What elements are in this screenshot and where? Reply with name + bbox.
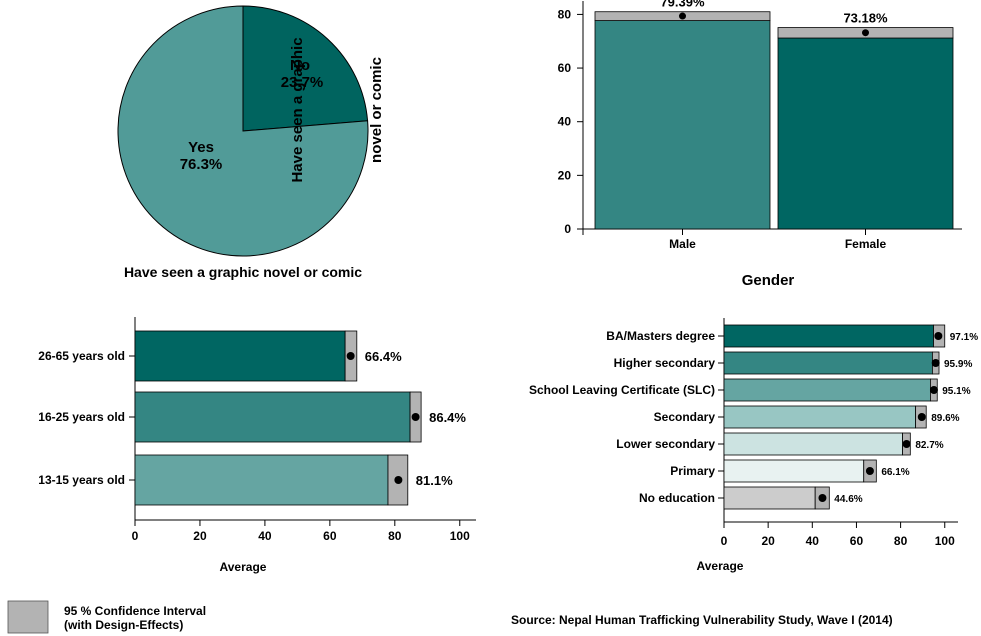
age-value-label: 81.1% <box>416 473 453 488</box>
education-value-label: 66.1% <box>881 467 909 478</box>
gender-y-tick-label: 20 <box>558 168 572 182</box>
gender-y-tick-label: 80 <box>558 7 572 21</box>
gender-value-label: 73.18% <box>843 11 888 26</box>
education-bar <box>723 324 934 348</box>
age-category-label: 26-65 years old <box>38 349 125 363</box>
education-bar <box>723 378 931 402</box>
gender-bar <box>777 37 954 230</box>
education-x-tick-label: 0 <box>721 534 728 548</box>
source-note: Source: Nepal Human Trafficking Vulnerab… <box>511 613 893 627</box>
education-x-tick-label: 80 <box>894 534 908 548</box>
education-value-label: 95.1% <box>942 386 970 397</box>
education-category-label: BA/Masters degree <box>606 329 715 343</box>
pie-xlabel: Have seen a graphic novel or comic <box>124 264 362 280</box>
education-category-label: No education <box>639 491 715 505</box>
age-bar <box>134 330 346 382</box>
education-x-tick-label: 60 <box>850 534 864 548</box>
education-point <box>934 332 943 340</box>
education-value-label: 95.9% <box>944 359 972 370</box>
ci-legend-line1: 95 % Confidence Interval <box>64 604 206 618</box>
education-value-label: 89.6% <box>931 413 959 424</box>
gender-point <box>862 29 869 37</box>
age-point <box>394 476 403 484</box>
education-point <box>929 386 938 394</box>
age-x-tick-label: 40 <box>258 529 272 543</box>
age-value-label: 66.4% <box>365 349 402 364</box>
gender-y-tick-label: 60 <box>558 61 572 75</box>
pie-label-yes: Yes <box>188 139 214 156</box>
age-bar <box>134 454 389 506</box>
age-x-tick-label: 0 <box>132 529 139 543</box>
pie-label-no: No <box>290 57 310 74</box>
age-point <box>346 352 355 360</box>
age-x-tick-label: 100 <box>450 529 470 543</box>
education-category-label: Primary <box>670 464 715 478</box>
education-x-tick-label: 100 <box>935 534 955 548</box>
education-point <box>917 413 926 421</box>
gender-y-tick-label: 40 <box>558 115 572 129</box>
education-point <box>902 440 911 448</box>
education-point <box>865 467 874 475</box>
pie-value-yes: 76.3% <box>180 156 223 173</box>
education-category-label: Higher secondary <box>614 356 716 370</box>
education-bar-chart: 0 20 40 60 80 100 97.1% BA/Masters degree 95.9% H… <box>529 318 978 548</box>
pie-rotated-label-2: novel or comic <box>368 57 385 163</box>
education-point <box>818 494 827 502</box>
gender-value-label: 79.39% <box>660 0 705 10</box>
education-point <box>931 359 940 367</box>
education-bar <box>723 351 933 375</box>
gender-y-tick-label: 0 <box>564 222 571 236</box>
pie-slice-yes <box>117 5 369 257</box>
age-bar-chart: 0 20 40 60 80 100 66.4% 26-65 years old 86.4% 16-… <box>38 317 476 543</box>
education-category-label: Lower secondary <box>616 437 715 451</box>
gender-category-label: Male <box>669 237 696 251</box>
ci-legend-swatch <box>7 600 49 634</box>
gender-xlabel: Gender <box>742 272 795 289</box>
education-value-label: 82.7% <box>915 440 943 451</box>
age-value-label: 86.4% <box>429 410 466 425</box>
gender-bar-chart: 0 20 40 60 80 79.39% Male 73.18% Female <box>558 0 962 251</box>
pie-rotated-label-1: Have seen a graphic <box>289 37 306 182</box>
education-bar <box>723 459 865 483</box>
education-bar <box>723 432 903 456</box>
age-bar <box>134 391 411 443</box>
gender-point <box>679 12 686 20</box>
education-value-label: 44.6% <box>834 494 862 505</box>
pie-slice-no <box>242 5 369 132</box>
education-xlabel: Average <box>697 559 744 573</box>
education-bar <box>723 486 816 510</box>
age-point <box>411 413 420 421</box>
education-category-label: Secondary <box>654 410 716 424</box>
education-x-tick-label: 40 <box>806 534 820 548</box>
gender-bar <box>594 20 771 230</box>
age-x-tick-label: 60 <box>323 529 337 543</box>
education-value-label: 97.1% <box>950 332 978 343</box>
ci-legend-line2: (with Design-Effects) <box>64 618 183 632</box>
education-x-tick-label: 20 <box>761 534 775 548</box>
age-xlabel: Average <box>220 560 267 574</box>
education-bar <box>723 405 917 429</box>
age-category-label: 13-15 years old <box>38 473 125 487</box>
age-category-label: 16-25 years old <box>38 410 125 424</box>
pie-value-no: 23.7% <box>281 74 324 91</box>
gender-category-label: Female <box>845 237 887 251</box>
age-x-tick-label: 80 <box>388 529 402 543</box>
education-category-label: School Leaving Certificate (SLC) <box>529 383 715 397</box>
age-x-tick-label: 20 <box>193 529 207 543</box>
